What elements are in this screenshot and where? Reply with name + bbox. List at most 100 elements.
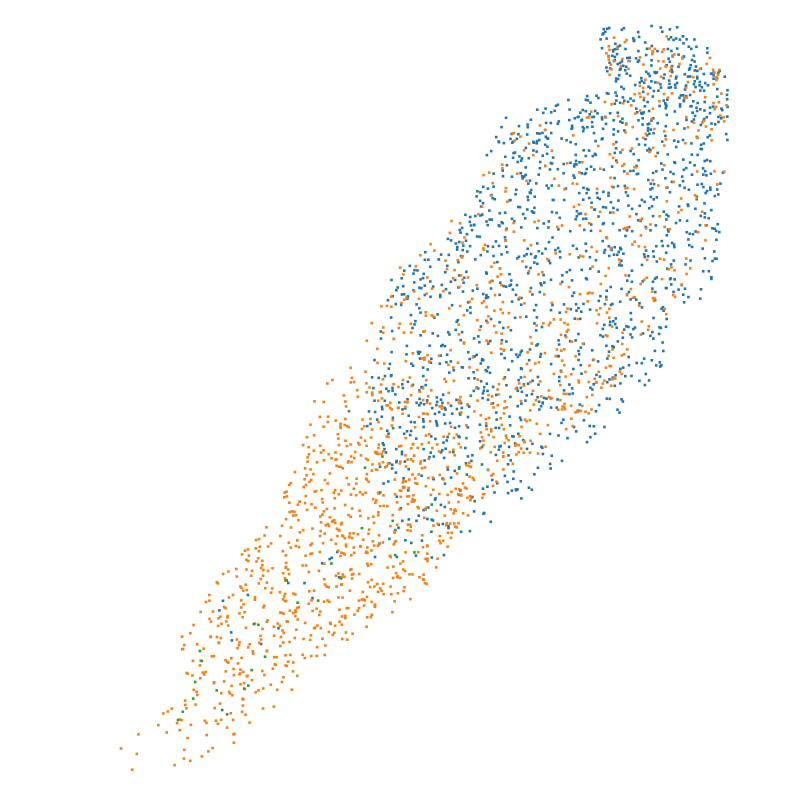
scatter-point bbox=[195, 690, 198, 694]
scatter-point bbox=[416, 505, 419, 509]
scatter-point bbox=[514, 293, 518, 297]
scatter-point bbox=[412, 454, 416, 457]
scatter-point bbox=[313, 400, 316, 403]
scatter-point bbox=[384, 465, 387, 469]
scatter-point bbox=[230, 639, 234, 642]
scatter-point bbox=[525, 315, 528, 318]
scatter-point bbox=[469, 465, 473, 469]
scatter-point bbox=[370, 469, 374, 472]
scatter-point bbox=[157, 723, 160, 727]
scatter-point bbox=[406, 489, 410, 492]
scatter-point bbox=[632, 152, 635, 156]
scatter-point bbox=[305, 473, 308, 477]
scatter-point bbox=[413, 323, 416, 326]
scatter-point bbox=[569, 161, 572, 165]
scatter-point bbox=[603, 379, 606, 382]
scatter-point bbox=[504, 116, 508, 120]
scatter-point bbox=[423, 581, 427, 585]
scatter-point bbox=[368, 585, 372, 589]
scatter-point bbox=[246, 646, 250, 649]
scatter-point bbox=[661, 244, 664, 248]
scatter-point bbox=[505, 406, 509, 409]
scatter-point bbox=[429, 435, 433, 438]
scatter-point bbox=[565, 392, 568, 396]
scatter-point bbox=[624, 274, 627, 277]
scatter-point bbox=[287, 541, 291, 545]
scatter-point bbox=[611, 50, 615, 53]
scatter-point bbox=[482, 389, 486, 392]
scatter-point bbox=[389, 316, 393, 319]
scatter-point bbox=[620, 60, 624, 63]
scatter-point bbox=[529, 243, 533, 247]
scatter-point bbox=[448, 522, 452, 525]
scatter-point bbox=[497, 140, 501, 144]
scatter-point bbox=[615, 94, 618, 98]
scatter-point bbox=[523, 302, 526, 305]
scatter-point bbox=[376, 582, 379, 586]
scatter-point bbox=[395, 523, 399, 527]
scatter-point bbox=[650, 44, 654, 48]
scatter-point bbox=[608, 152, 612, 156]
scatter-point bbox=[405, 344, 409, 348]
scatter-point bbox=[542, 396, 546, 400]
scatter-point bbox=[502, 284, 505, 288]
scatter-point bbox=[422, 412, 425, 415]
scatter-point bbox=[673, 53, 676, 56]
scatter-point bbox=[610, 67, 613, 71]
scatter-point bbox=[614, 317, 618, 320]
scatter-point bbox=[582, 186, 585, 190]
scatter-point bbox=[622, 227, 625, 231]
scatter-point bbox=[646, 92, 650, 96]
scatter-point bbox=[685, 38, 688, 41]
scatter-point bbox=[428, 402, 432, 405]
scatter-point bbox=[710, 277, 713, 281]
scatter-point bbox=[663, 225, 666, 229]
scatter-point bbox=[367, 480, 370, 484]
scatter-point bbox=[235, 638, 239, 641]
scatter-point bbox=[309, 552, 312, 556]
scatter-point bbox=[544, 445, 547, 449]
scatter-point bbox=[508, 272, 511, 276]
scatter-point bbox=[639, 95, 642, 99]
scatter-point bbox=[645, 47, 649, 51]
scatter-point bbox=[528, 418, 532, 422]
scatter-point bbox=[189, 723, 193, 727]
scatter-point bbox=[597, 270, 600, 273]
scatter-point bbox=[426, 557, 429, 560]
scatter-point bbox=[459, 446, 463, 449]
scatter-point bbox=[665, 186, 668, 189]
scatter-point bbox=[620, 259, 623, 262]
scatter-point bbox=[643, 383, 647, 387]
scatter-point bbox=[633, 92, 636, 96]
scatter-point bbox=[512, 221, 515, 225]
scatter-point bbox=[275, 688, 279, 692]
scatter-point bbox=[413, 426, 417, 429]
scatter-point bbox=[321, 501, 324, 504]
scatter-point bbox=[533, 195, 536, 198]
scatter-point bbox=[674, 77, 678, 80]
scatter-point bbox=[335, 585, 338, 588]
scatter-point bbox=[431, 332, 434, 335]
scatter-point bbox=[518, 205, 522, 209]
scatter-point bbox=[469, 224, 473, 227]
scatter-point bbox=[547, 259, 551, 262]
scatter-point bbox=[651, 95, 655, 98]
scatter-point bbox=[297, 545, 301, 549]
scatter-point bbox=[673, 83, 677, 86]
scatter-point bbox=[340, 523, 343, 526]
scatter-point bbox=[554, 104, 558, 108]
scatter-point bbox=[576, 410, 580, 414]
scatter-point bbox=[679, 94, 683, 97]
scatter-point bbox=[650, 290, 654, 293]
scatter-point bbox=[308, 590, 311, 593]
scatter-point bbox=[421, 545, 425, 549]
scatter-point bbox=[682, 42, 685, 45]
scatter-point bbox=[542, 273, 545, 277]
scatter-point bbox=[572, 367, 575, 371]
scatter-point bbox=[476, 399, 479, 402]
scatter-point bbox=[467, 464, 471, 468]
scatter-point bbox=[443, 344, 447, 348]
scatter-point bbox=[644, 137, 647, 141]
scatter-point bbox=[580, 172, 583, 175]
scatter-point bbox=[683, 72, 687, 76]
